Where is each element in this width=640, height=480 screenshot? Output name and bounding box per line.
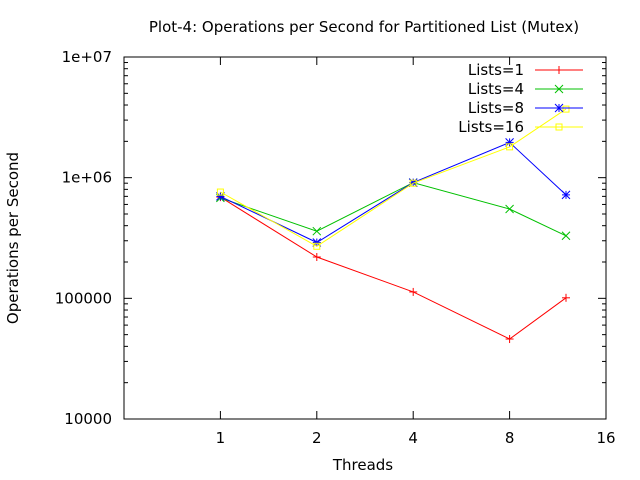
legend-label: Lists=8 xyxy=(468,99,524,117)
x-tick-label: 8 xyxy=(505,429,515,447)
series-line xyxy=(220,182,567,237)
legend-label: Lists=16 xyxy=(458,118,524,136)
x-tick-label: 1 xyxy=(216,429,226,447)
x-tick-label: 16 xyxy=(596,429,615,447)
y-tick-label: 100000 xyxy=(55,289,112,307)
marker-stroke xyxy=(506,143,514,151)
data-point xyxy=(561,190,571,200)
y-tick-label: 10000 xyxy=(64,410,112,428)
x-tick-label: 4 xyxy=(408,429,418,447)
series-layer xyxy=(216,105,571,344)
data-point xyxy=(554,103,564,113)
marker-stroke xyxy=(562,105,570,113)
marker-stroke xyxy=(216,188,224,196)
series-line xyxy=(220,196,567,340)
marker-stroke xyxy=(312,226,322,236)
marker-stroke xyxy=(313,242,321,250)
data-point xyxy=(561,231,571,241)
data-point xyxy=(555,123,563,131)
y-tick-label: 1e+07 xyxy=(62,48,112,66)
data-point xyxy=(562,105,570,113)
marker-stroke xyxy=(505,204,514,214)
y-tick-label: 1e+06 xyxy=(62,169,112,187)
x-axis: 1 2 4 8 16 xyxy=(216,57,616,447)
data-point xyxy=(409,287,418,296)
marker-stroke xyxy=(554,84,564,94)
data-point xyxy=(216,188,224,196)
x-tick-label: 2 xyxy=(312,429,322,447)
marker-stroke xyxy=(555,123,563,131)
data-point xyxy=(313,242,321,250)
chart-title: Plot-4: Operations per Second for Partit… xyxy=(149,18,579,36)
series-line xyxy=(220,108,567,247)
data-point xyxy=(555,66,563,74)
marker-stroke xyxy=(409,179,417,187)
data-point xyxy=(312,226,322,236)
plot-frame xyxy=(123,56,607,420)
data-point xyxy=(409,179,417,187)
legend-label: Lists=1 xyxy=(468,61,524,79)
legend-label: Lists=4 xyxy=(468,80,524,98)
marker-stroke xyxy=(554,103,564,113)
marker-stroke xyxy=(561,231,571,241)
y-axis: 10000 100000 1e+06 1e+07 xyxy=(55,48,606,428)
data-point xyxy=(506,143,514,151)
y-axis-label: Operations per Second xyxy=(4,152,22,324)
data-point xyxy=(505,204,514,214)
data-point xyxy=(312,253,321,262)
x-axis-label: Threads xyxy=(332,456,393,474)
data-point xyxy=(554,84,564,94)
data-point xyxy=(505,335,514,344)
data-point xyxy=(561,293,570,302)
marker-stroke xyxy=(561,190,571,200)
